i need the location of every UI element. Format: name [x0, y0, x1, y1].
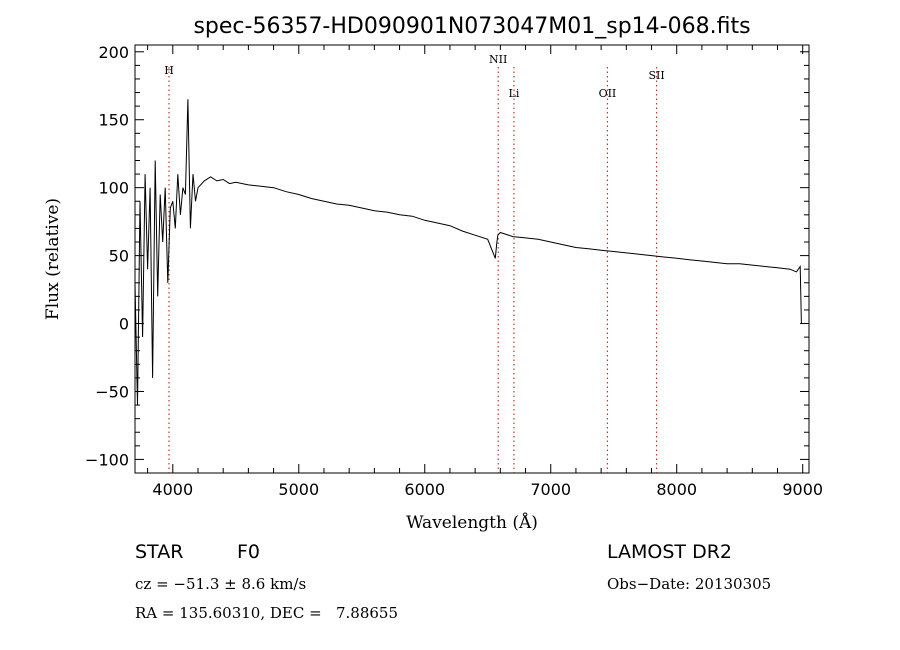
axis-ticks: 4000 5000 6000 7000 8000 9000 −100 −50 0 50 100 150…: [85, 43, 823, 499]
redshift-velocity: cz = −51.3 ± 8.6 km/s: [135, 575, 307, 593]
x-axis-label: Wavelength (Å): [406, 512, 538, 533]
x-tick-label: 4000: [152, 480, 193, 499]
y-tick-label: −50: [95, 382, 129, 401]
spectrum-chart: spec-56357-HD090901N073047M01_sp14-068.f…: [43, 14, 823, 533]
line-marker-label: NII: [489, 53, 507, 66]
y-tick-label: 200: [98, 43, 129, 62]
y-tick-label: 100: [98, 179, 129, 198]
x-tick-label: 9000: [782, 480, 823, 499]
survey-label: LAMOST DR2: [607, 541, 732, 563]
spectral-line-markers: H NII Li OII SII: [164, 53, 665, 473]
plot-frame: [134, 44, 810, 474]
spectrum-line: [134, 99, 803, 406]
y-tick-label: −100: [85, 450, 129, 469]
subclass: F0: [237, 541, 261, 563]
y-tick-label: 0: [119, 315, 129, 334]
coordinates: RA = 135.60310, DEC = 7.88655: [135, 604, 399, 622]
line-marker-label: OII: [599, 87, 617, 100]
chart-title: spec-56357-HD090901N073047M01_sp14-068.f…: [193, 14, 750, 39]
line-marker-label: Li: [509, 87, 520, 100]
x-tick-label: 5000: [278, 480, 319, 499]
line-marker-label: H: [164, 64, 174, 77]
x-tick-label: 6000: [404, 480, 445, 499]
observation-date: Obs−Date: 20130305: [607, 575, 772, 593]
y-tick-label: 150: [98, 111, 129, 130]
y-tick-label: 50: [109, 247, 129, 266]
object-type: STAR: [135, 541, 184, 563]
y-axis-label: Flux (relative): [43, 198, 63, 320]
x-tick-label: 8000: [656, 480, 697, 499]
x-tick-label: 7000: [530, 480, 571, 499]
line-marker-label: SII: [648, 69, 664, 82]
